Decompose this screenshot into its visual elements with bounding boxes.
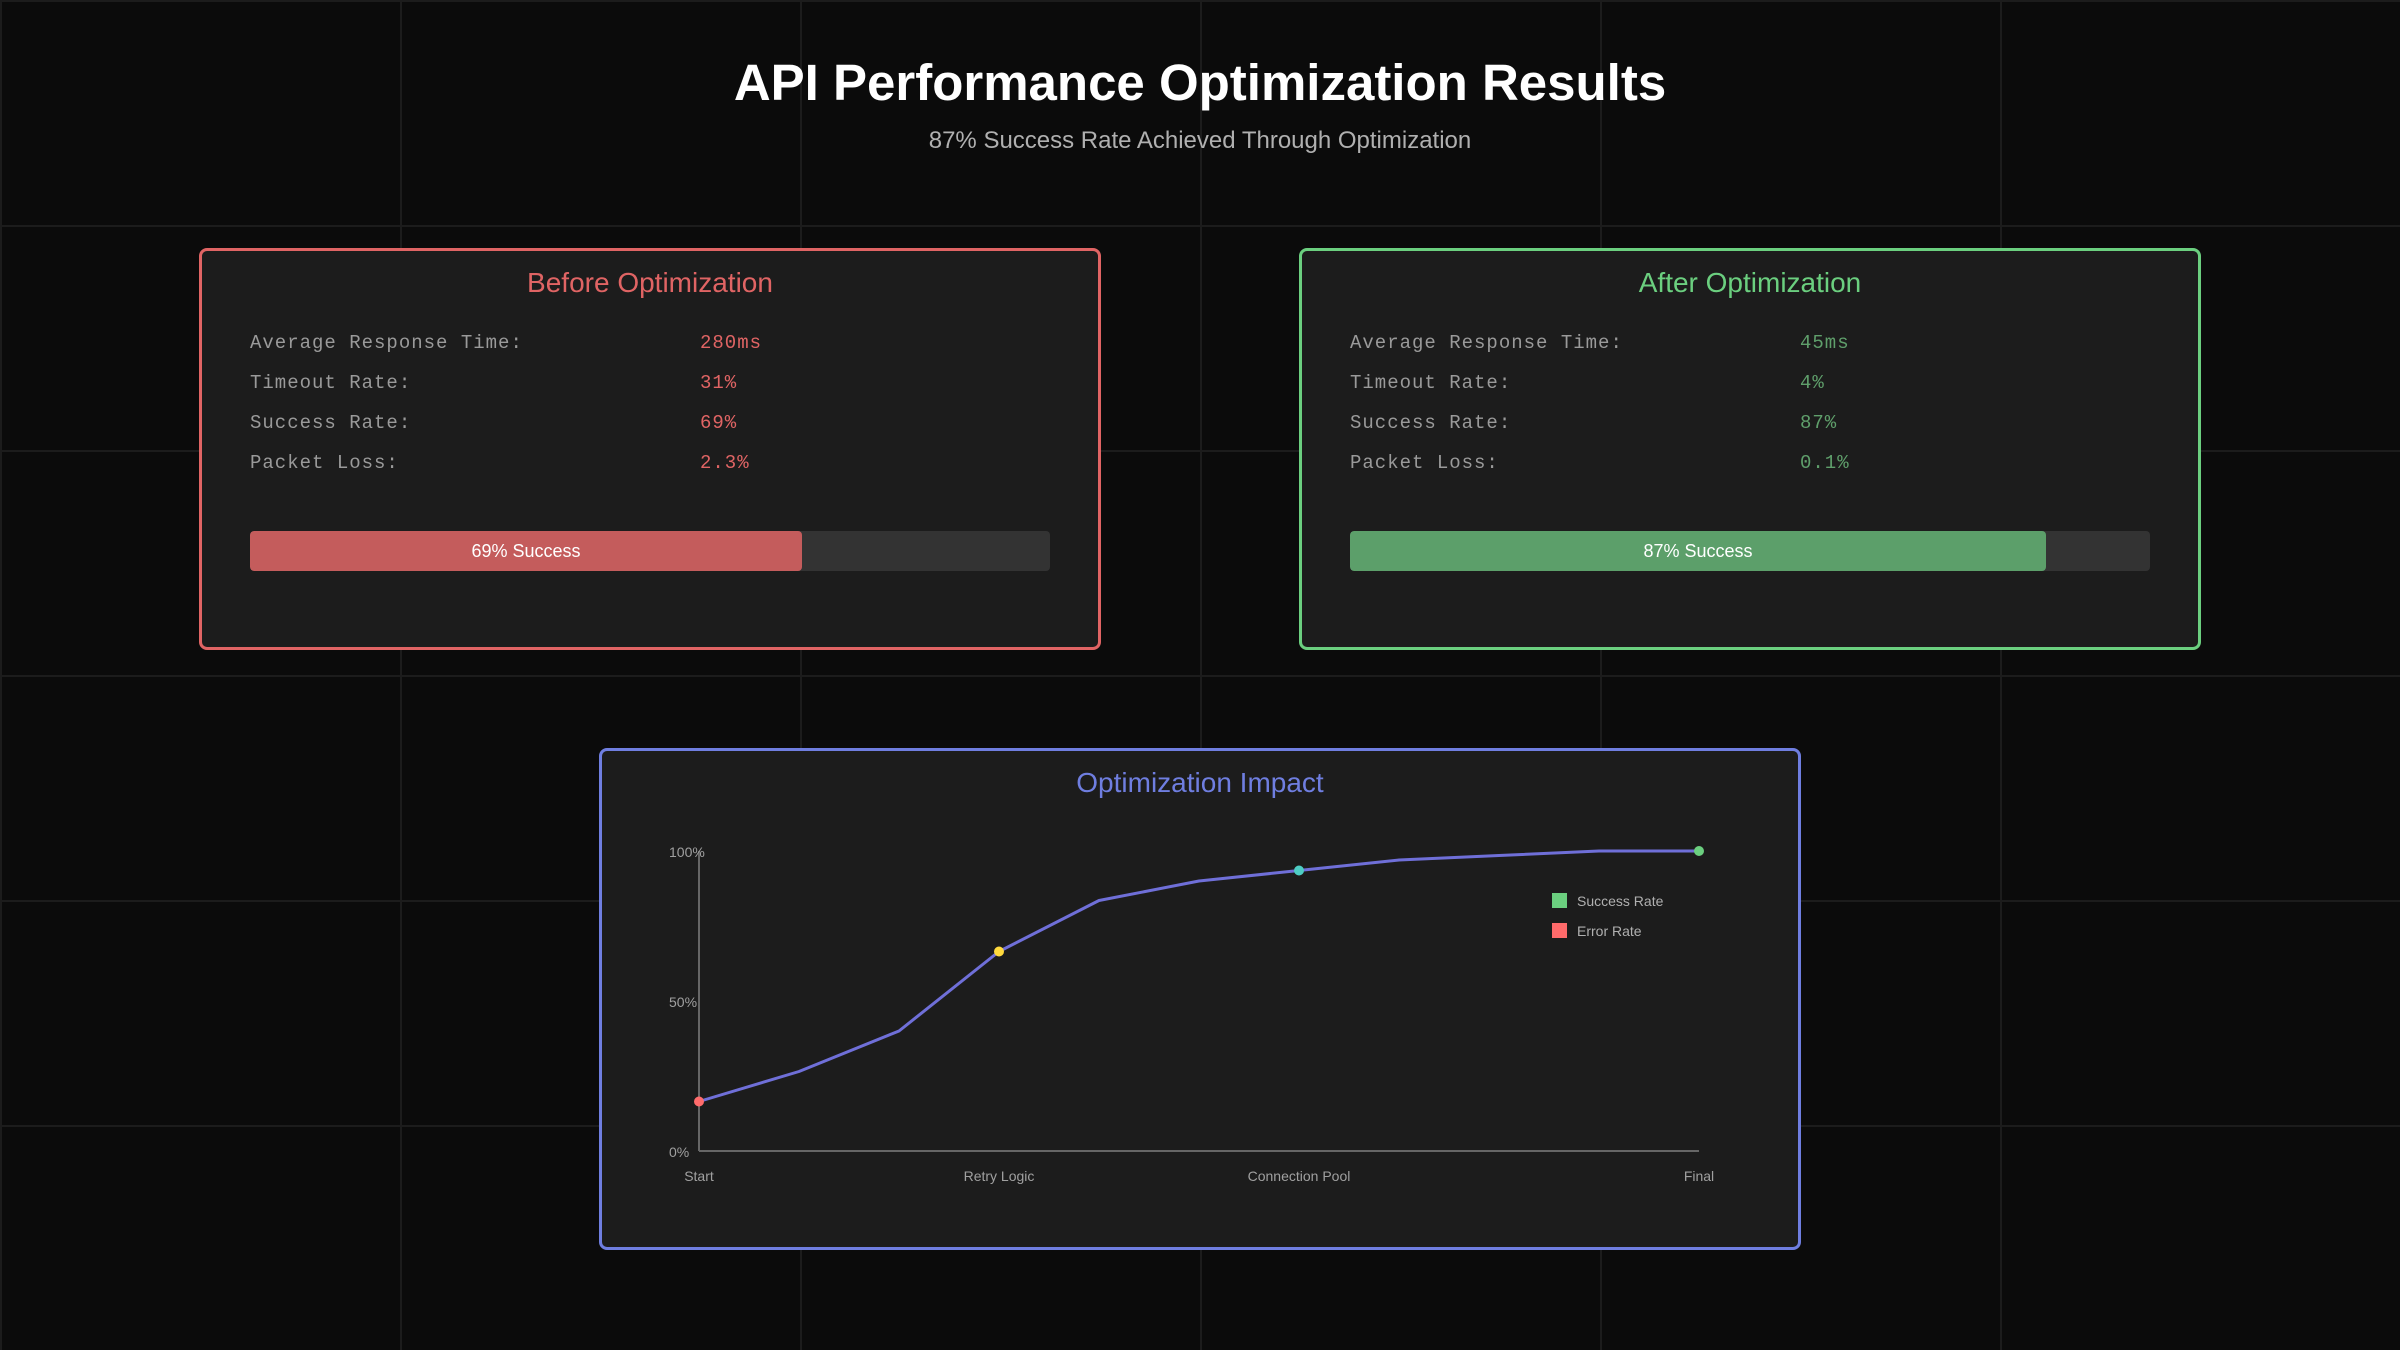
metric-value: 280ms (700, 332, 763, 354)
y-tick-label: 50% (669, 994, 697, 1010)
before-metrics-list: Average Response Time: 280ms Timeout Rat… (250, 331, 1050, 491)
success-rate-line (698, 849, 1699, 1103)
metric-label: Packet Loss: (250, 452, 399, 474)
y-tick-label: 0% (669, 1144, 689, 1160)
metric-label: Success Rate: (1350, 412, 1512, 434)
metric-row-success-rate: Success Rate: 87% (1350, 411, 2150, 451)
chart-title: Optimization Impact (1076, 767, 1324, 798)
before-panel-title: Before Optimization (527, 267, 773, 298)
metric-row-response-time: Average Response Time: 45ms (1350, 331, 2150, 371)
data-point-marker (1694, 846, 1704, 856)
metric-row-packet-loss: Packet Loss: 2.3% (250, 451, 1050, 491)
x-tick-label: Connection Pool (1248, 1168, 1351, 1184)
legend-swatch (1552, 893, 1567, 908)
metric-label: Average Response Time: (250, 332, 523, 354)
metric-row-success-rate: Success Rate: 69% (250, 411, 1050, 451)
optimization-impact-chart: 0% 50% 100% Start Retry Logic Connection Pool… (669, 844, 1714, 1184)
metric-row-timeout-rate: Timeout Rate: 31% (250, 371, 1050, 411)
after-progress-fill (1350, 531, 2046, 571)
metric-label: Timeout Rate: (1350, 372, 1512, 394)
metric-value: 31% (700, 372, 738, 394)
x-tick-label: Retry Logic (964, 1168, 1035, 1184)
legend-swatch (1552, 923, 1567, 938)
before-optimization-panel: Before Optimization Average Response Tim… (199, 248, 1101, 650)
after-optimization-panel: After Optimization Average Response Time… (1299, 248, 2201, 650)
after-metrics-list: Average Response Time: 45ms Timeout Rate… (1350, 331, 2150, 491)
metric-row-response-time: Average Response Time: 280ms (250, 331, 1050, 371)
page-subtitle: 87% Success Rate Achieved Through Optimi… (928, 127, 1472, 154)
metric-label: Timeout Rate: (250, 372, 412, 394)
data-point-marker (1294, 865, 1304, 876)
metric-value: 2.3% (700, 452, 750, 474)
metric-value: 69% (700, 412, 738, 434)
metric-label: Average Response Time: (1350, 332, 1623, 354)
after-progress-label: 87% Success (1643, 541, 1753, 561)
optimization-impact-panel: Optimization Impact 0% 50% 100% Start Retry … (599, 748, 1801, 1250)
metric-value: 87% (1800, 412, 1838, 434)
metric-label: Success Rate: (250, 412, 412, 434)
metric-value: 4% (1800, 372, 1825, 394)
metric-row-timeout-rate: Timeout Rate: 4% (1350, 371, 2150, 411)
before-progress-fill (250, 531, 802, 571)
metric-row-packet-loss: Packet Loss: 0.1% (1350, 451, 2150, 491)
before-progress-bar: 69% Success (250, 531, 1050, 571)
y-tick-label: 100% (669, 844, 705, 860)
metric-label: Packet Loss: (1350, 452, 1499, 474)
x-tick-label: Final (1684, 1168, 1714, 1184)
x-tick-label: Start (684, 1168, 714, 1184)
data-point-marker (994, 946, 1004, 957)
after-progress-bar: 87% Success (1350, 531, 2150, 571)
data-point-marker (694, 1096, 704, 1107)
after-panel-title: After Optimization (1638, 267, 1862, 298)
before-progress-label: 69% Success (471, 541, 581, 561)
metric-value: 45ms (1800, 332, 1850, 354)
page-title: API Performance Optimization Results (733, 54, 1667, 111)
legend-label: Error Rate (1577, 923, 1642, 939)
legend-label: Success Rate (1577, 893, 1664, 909)
metric-value: 0.1% (1800, 452, 1850, 474)
